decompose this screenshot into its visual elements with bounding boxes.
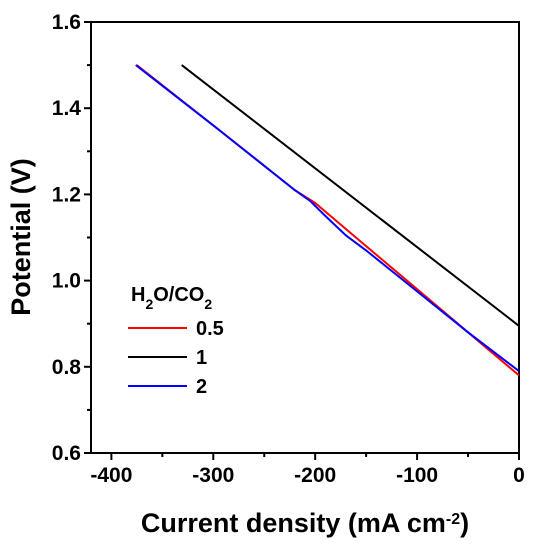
legend-title: H2O/CO2 [131, 284, 212, 312]
x-tick-label: 0 [513, 464, 525, 487]
series-line-1 [181, 64, 520, 327]
legend-label-0.5: 0.5 [196, 318, 224, 340]
legend: H2O/CO2 0.5 1 2 [128, 284, 224, 398]
legend-label-1: 1 [196, 347, 207, 369]
x-tick-label: -400 [90, 464, 132, 487]
y-tick-label: 0.6 [52, 442, 81, 465]
x-tick-label: -300 [192, 464, 234, 487]
y-tick-label: 1.2 [52, 183, 81, 206]
x-tick-label: -200 [294, 464, 336, 487]
legend-entries: 0.5 1 2 [128, 318, 224, 398]
plot-area [90, 21, 520, 454]
series-group [135, 64, 520, 377]
y-tick-label: 1.0 [52, 270, 81, 293]
series-line-2 [135, 64, 520, 372]
x-tick-label: -100 [396, 464, 438, 487]
legend-label-2: 2 [196, 376, 207, 398]
y-tick-label: 1.6 [52, 11, 81, 34]
y-axis-title: Potential (V) [6, 158, 36, 316]
x-axis-title: Current density (mA cm-2) [141, 508, 469, 538]
y-tick-label: 0.8 [52, 356, 82, 379]
ticks-group: -400 -300 -200 -100 0 0.6 0.8 1.0 1.2 1.4 1.6 [52, 11, 525, 487]
y-tick-label: 1.4 [52, 97, 82, 120]
